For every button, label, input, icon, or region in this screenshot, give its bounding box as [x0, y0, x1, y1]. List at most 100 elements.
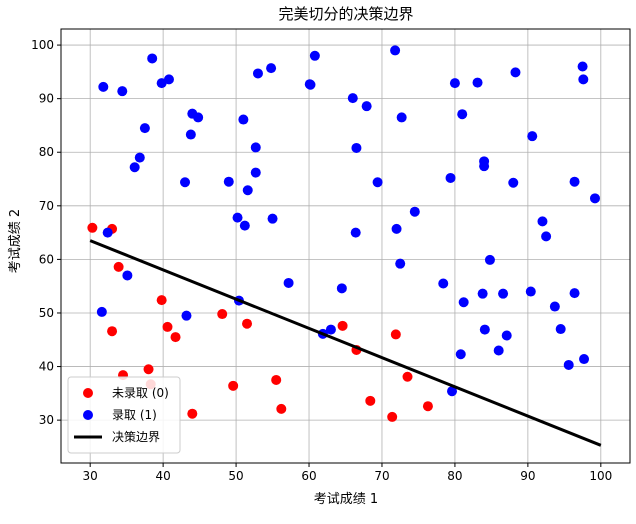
- admitted-point: [479, 161, 490, 172]
- admitted-point: [395, 258, 406, 269]
- decision-boundary-layer: [89, 239, 602, 447]
- admitted-point: [325, 324, 336, 335]
- admitted-point: [391, 223, 402, 234]
- admitted-point: [455, 349, 466, 360]
- admitted-point: [336, 283, 347, 294]
- not-admitted-point: [422, 401, 433, 412]
- legend-decision-boundary-label: 决策边界: [112, 430, 160, 444]
- admitted-point: [102, 227, 113, 238]
- admitted-point: [250, 167, 261, 178]
- not-admitted-point: [276, 403, 287, 414]
- admitted-point: [232, 212, 243, 223]
- admitted-point: [351, 142, 362, 153]
- not-admitted-point: [143, 364, 154, 375]
- admitted-point: [493, 345, 504, 356]
- not-admitted-point: [337, 320, 348, 331]
- grid-lines: [61, 29, 630, 463]
- admitted-point: [305, 79, 316, 90]
- admitted-point: [122, 270, 133, 281]
- admitted-point: [185, 129, 196, 140]
- legend-not-admitted-marker: [83, 388, 93, 398]
- admitted-point: [458, 297, 469, 308]
- legend-admitted-marker: [83, 410, 93, 420]
- admitted-point: [447, 386, 458, 397]
- not-admitted-point: [107, 326, 118, 337]
- admitted-point: [589, 193, 600, 204]
- y-tick-label: 60: [39, 252, 54, 266]
- admitted-point: [541, 231, 552, 242]
- y-tick-label: 40: [39, 360, 54, 374]
- admitted-point: [472, 77, 483, 88]
- admitted-point: [569, 288, 580, 299]
- decision-boundary-line: [89, 239, 602, 447]
- not-admitted-point: [228, 380, 239, 391]
- admitted-point: [129, 162, 140, 173]
- admitted-point: [396, 112, 407, 123]
- admitted-point: [579, 354, 590, 365]
- admitted-point: [501, 330, 512, 341]
- not-admitted-point: [187, 408, 198, 419]
- legend-admitted-label: 录取 (1): [112, 408, 157, 422]
- admitted-point: [445, 172, 456, 183]
- admitted-point: [96, 306, 107, 317]
- x-tick-label: 40: [155, 469, 170, 483]
- plot-frame: [60, 28, 631, 464]
- admitted-point: [390, 45, 401, 56]
- admitted-point: [117, 86, 128, 97]
- admitted-point: [266, 63, 277, 74]
- chart-title: 完美切分的决策边界: [278, 5, 413, 23]
- x-tick-label: 50: [228, 469, 243, 483]
- admitted-point: [98, 81, 109, 92]
- y-tick-label: 50: [39, 306, 54, 320]
- admitted-point: [361, 101, 372, 112]
- admitted-point: [347, 93, 358, 104]
- y-tick-label: 70: [39, 199, 54, 213]
- not-admitted-point: [156, 295, 167, 306]
- admitted-point: [527, 131, 538, 142]
- data-points: [87, 45, 600, 422]
- not-admitted-point: [402, 371, 413, 382]
- admitted-point: [238, 114, 249, 125]
- admitted-point: [239, 220, 250, 231]
- not-admitted-point: [387, 411, 398, 422]
- y-tick-label: 80: [39, 145, 54, 159]
- admitted-point: [350, 227, 361, 238]
- admitted-point: [139, 123, 150, 134]
- admitted-point: [549, 301, 560, 312]
- not-admitted-point: [170, 332, 181, 343]
- admitted-point: [283, 277, 294, 288]
- admitted-point: [252, 68, 263, 79]
- axis-ticks: 30 40 50 60 70 80 90 100 30 40 50 60 70 80 90 100: [31, 38, 612, 483]
- not-admitted-point: [217, 309, 228, 320]
- admitted-point: [498, 288, 509, 299]
- admitted-point: [569, 176, 580, 187]
- x-tick-label: 60: [301, 469, 316, 483]
- x-tick-label: 80: [447, 469, 462, 483]
- admitted-point: [577, 61, 588, 72]
- legend-box: [67, 376, 181, 454]
- admitted-point: [181, 310, 192, 321]
- admitted-point: [555, 324, 566, 335]
- y-tick-label: 90: [39, 92, 54, 106]
- admitted-point: [409, 206, 420, 217]
- admitted-point: [223, 176, 234, 187]
- admitted-point: [563, 359, 574, 370]
- admitted-point: [134, 152, 145, 163]
- admitted-point: [242, 185, 253, 196]
- not-admitted-point: [390, 329, 401, 340]
- not-admitted-point: [162, 321, 173, 332]
- admitted-point: [484, 254, 495, 265]
- admitted-point: [372, 177, 383, 188]
- admitted-point: [479, 324, 490, 335]
- not-admitted-point: [365, 395, 376, 406]
- admitted-point: [180, 177, 191, 188]
- admitted-point: [147, 53, 158, 64]
- admitted-point: [457, 109, 468, 120]
- admitted-point: [438, 278, 449, 289]
- not-admitted-point: [113, 261, 124, 272]
- y-axis-label: 考试成绩 2: [8, 209, 23, 273]
- y-tick-label: 100: [31, 38, 54, 52]
- not-admitted-point: [271, 374, 282, 385]
